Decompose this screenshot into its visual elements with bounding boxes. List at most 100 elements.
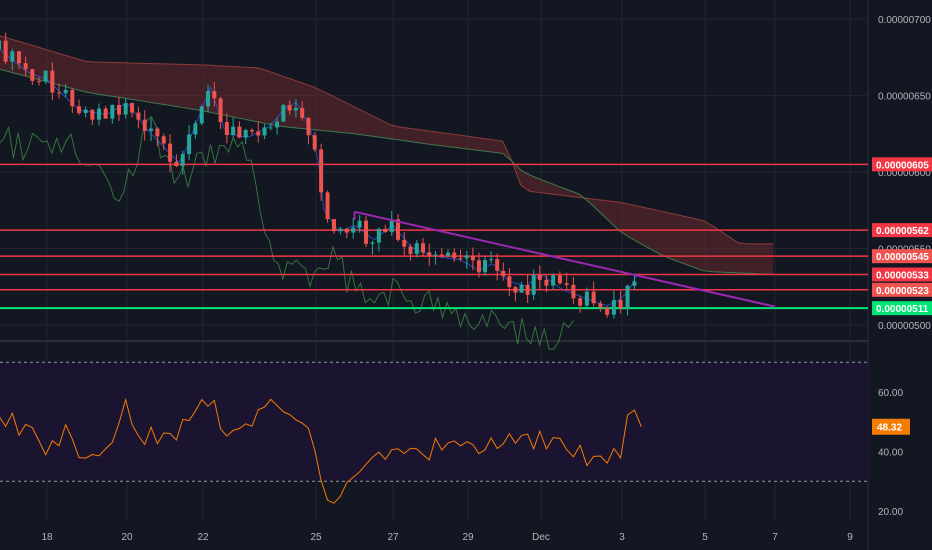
candle-body xyxy=(193,123,198,135)
candle-body xyxy=(30,69,35,81)
price-axes: 0.000005000.000005500.000006000.00000650… xyxy=(41,15,931,543)
candle-body xyxy=(77,106,81,113)
price-tick-label: 0.00000500 xyxy=(878,321,931,332)
candle-body xyxy=(180,154,185,167)
candle-body xyxy=(331,219,336,232)
candle-body xyxy=(243,130,248,138)
rsi-tag-bg xyxy=(872,418,910,435)
price-tag-bg xyxy=(872,157,932,172)
candle-body xyxy=(452,252,457,259)
trendline[interactable] xyxy=(353,210,776,308)
price-tag-label: 0.00000533 xyxy=(876,271,929,282)
candle-body xyxy=(117,104,121,115)
candle-body xyxy=(287,105,292,111)
candle-body xyxy=(605,307,610,315)
price-tag-bg xyxy=(872,282,932,297)
candle-body xyxy=(83,109,88,113)
candle-body xyxy=(70,89,75,107)
candle-body xyxy=(123,103,128,115)
candle-body xyxy=(421,243,425,253)
candle-body xyxy=(507,276,512,288)
candle-body xyxy=(483,259,488,273)
candle-body xyxy=(262,127,267,136)
candle-body xyxy=(525,285,530,295)
price-tag-bg xyxy=(872,267,932,282)
candle-body xyxy=(571,284,576,299)
candle-body xyxy=(564,283,569,285)
price-tag-label: 0.00000545 xyxy=(876,252,929,263)
candle-body xyxy=(249,130,254,132)
candle-body xyxy=(57,92,61,94)
candle-body xyxy=(433,254,438,256)
candle-body xyxy=(10,51,15,62)
candle-body xyxy=(306,117,311,136)
price-candles[interactable] xyxy=(0,32,637,319)
candle-body xyxy=(370,242,375,244)
candle-body xyxy=(611,300,616,315)
candle-body xyxy=(3,40,8,62)
candle-body xyxy=(23,63,28,70)
candle-body xyxy=(325,192,330,220)
candle-body xyxy=(446,252,450,256)
candle-body xyxy=(224,122,229,136)
price-tag-bg xyxy=(872,249,932,264)
rsi-line xyxy=(0,397,642,504)
candle-body xyxy=(513,287,518,293)
price-tag-label: 0.00000605 xyxy=(876,160,929,171)
candle-body xyxy=(149,128,154,131)
x-tick-label: 7 xyxy=(772,532,778,543)
candle-body xyxy=(130,103,135,113)
candle-body xyxy=(591,291,596,304)
candle-body xyxy=(458,258,463,260)
price-tick-label: 0.00000600 xyxy=(878,168,931,179)
candle-body xyxy=(212,91,217,99)
candle-body xyxy=(618,300,623,309)
rsi-tick-label: 40.00 xyxy=(878,448,903,459)
candle-body xyxy=(17,51,21,64)
candle-body xyxy=(489,259,494,261)
candle-body xyxy=(90,109,95,120)
candle-body xyxy=(632,281,637,286)
candle-body xyxy=(584,291,589,306)
candle-body xyxy=(344,228,349,233)
candle-body xyxy=(168,143,173,162)
candle-body xyxy=(0,40,1,50)
candle-body xyxy=(97,108,101,120)
candle-body xyxy=(275,121,280,128)
candle-body xyxy=(174,161,179,167)
price-tag-bg xyxy=(872,223,932,238)
x-tick-label: 27 xyxy=(387,532,399,543)
candle-body xyxy=(199,106,204,124)
candle-body xyxy=(281,105,286,122)
price-tag-label: 0.00000511 xyxy=(876,304,929,315)
candle-body xyxy=(237,126,242,138)
senkou-span-b xyxy=(0,35,774,245)
candle-body xyxy=(43,70,48,82)
candle-body xyxy=(312,135,317,150)
candle-body xyxy=(50,70,55,93)
candle-body xyxy=(537,274,542,280)
candle-body xyxy=(598,303,603,308)
candle-body xyxy=(408,246,413,255)
price-tag-label: 0.00000523 xyxy=(876,286,929,297)
x-tick-label: 22 xyxy=(197,532,209,543)
candle-body xyxy=(439,254,444,256)
price-tick-label: 0.00000650 xyxy=(878,92,931,103)
candle-body xyxy=(470,255,475,261)
candle-body xyxy=(256,131,261,136)
candle-body xyxy=(103,108,108,119)
candle-body xyxy=(531,274,536,295)
candle-body xyxy=(519,285,524,293)
rsi-tick-label: 60.00 xyxy=(878,388,903,399)
x-tick-label: 20 xyxy=(121,532,133,543)
candle-body xyxy=(364,220,369,244)
candle-body xyxy=(136,112,141,120)
candle-body xyxy=(414,243,419,255)
senkou-span-a xyxy=(0,68,774,275)
candle-body xyxy=(187,134,192,155)
candle-body xyxy=(351,227,356,233)
candle-body xyxy=(231,126,236,136)
candle-body xyxy=(578,298,583,306)
rsi-pane[interactable] xyxy=(0,361,868,504)
